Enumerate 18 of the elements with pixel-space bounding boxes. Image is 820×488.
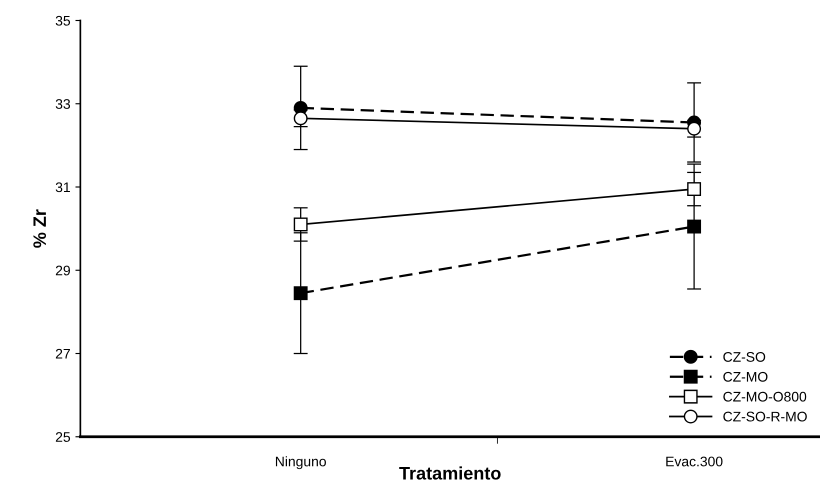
x-axis-title: Tratamiento	[399, 466, 501, 480]
y-tick-label: 29	[56, 266, 70, 276]
legend-label: CZ-MO	[723, 372, 768, 382]
point	[294, 218, 308, 232]
x-tick-label: Ninguno	[276, 456, 326, 470]
legend-label: CZ-SO	[723, 352, 766, 362]
point	[687, 220, 702, 234]
y-tick-label: 31	[56, 182, 70, 192]
y-tick-label: 35	[56, 16, 70, 26]
point	[687, 182, 702, 196]
x-tick-label: Evac.300	[666, 456, 723, 466]
legend-label: CZ-MO-O800	[723, 392, 806, 402]
y-tick-label: 27	[56, 348, 70, 359]
y-tick-label: 25	[56, 432, 70, 442]
point	[294, 286, 308, 300]
y-axis-title: % Zr	[33, 209, 46, 248]
legend-label: CZ-SO-R-MO	[723, 412, 807, 422]
y-tick-label: 33	[56, 99, 70, 109]
